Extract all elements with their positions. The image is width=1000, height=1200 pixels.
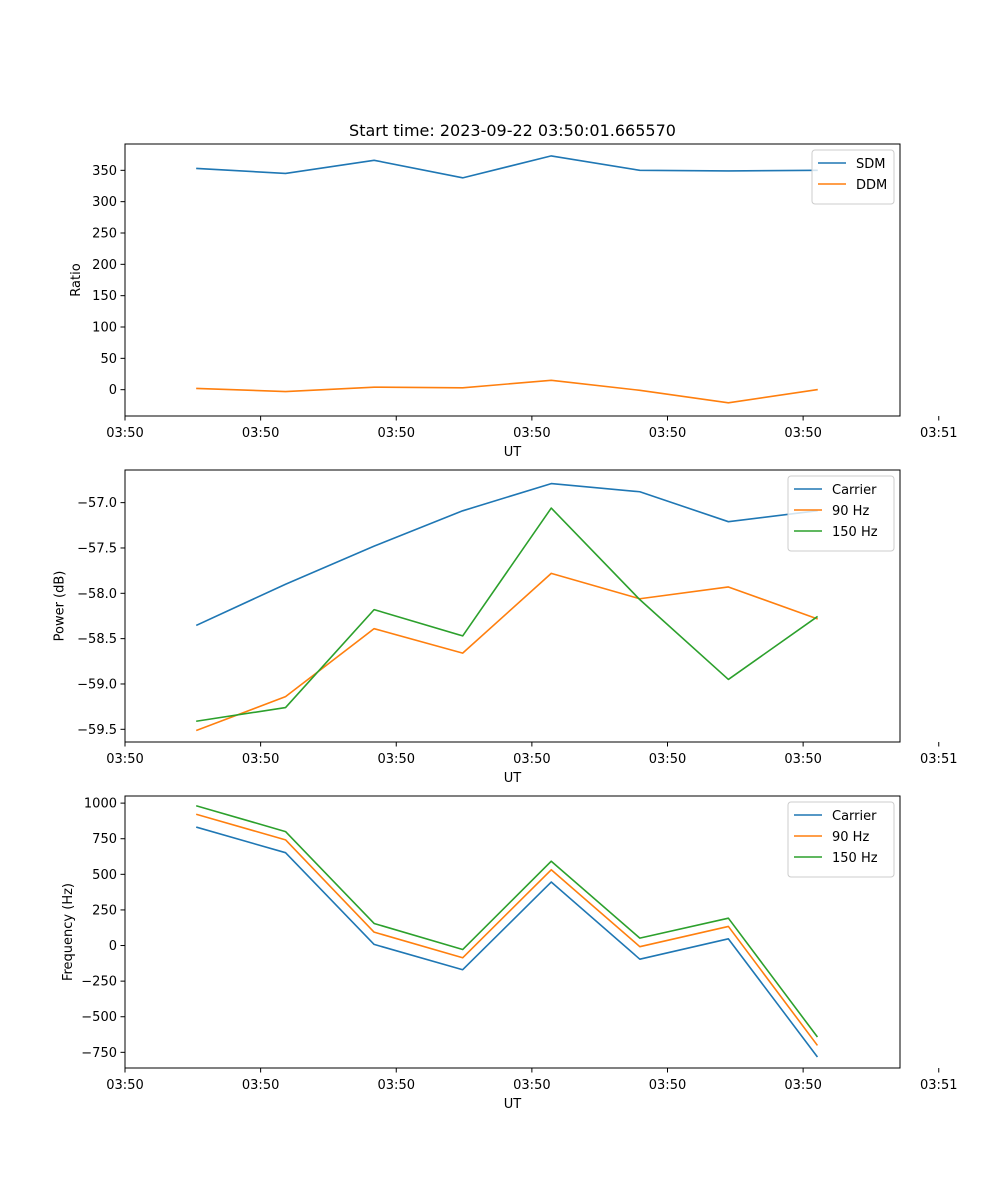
series-line-150-hz	[195, 804, 819, 1038]
subplot-1: 03:50 03:50 03:50 03:50 03:50 03:50 03:51 UT 0 50…	[69, 143, 957, 460]
y-tick-label: −59.0	[77, 677, 117, 692]
x-tick-label: 03:50	[784, 1078, 821, 1093]
legend-label: SDM	[856, 157, 885, 172]
series-line-ddm	[196, 379, 818, 404]
x-axis: 03:50 03:50 03:50 03:50 03:50 03:50 03:51 UT	[106, 416, 957, 460]
series-group	[196, 155, 818, 404]
series-line-sdm	[196, 155, 818, 179]
y-tick-label: 250	[92, 903, 117, 918]
axes-frame	[124, 469, 901, 743]
y-tick-label: 500	[92, 868, 117, 883]
x-tick-label: 03:50	[378, 752, 415, 767]
y-tick-label: 350	[92, 164, 117, 179]
y-axis-label: Ratio	[69, 263, 84, 296]
y-tick-label: 100	[92, 321, 117, 336]
y-tick-label: 750	[92, 832, 117, 847]
x-tick-label: 03:50	[106, 752, 143, 767]
x-tick-label: 03:50	[513, 752, 550, 767]
x-tick-label: 03:51	[920, 752, 957, 767]
y-tick-label: −57.5	[77, 541, 117, 556]
y-tick-label: −750	[81, 1046, 117, 1061]
x-tick-label: 03:50	[106, 426, 143, 441]
x-tick-label: 03:50	[649, 752, 686, 767]
panels: 03:50 03:50 03:50 03:50 03:50 03:50 03:51 UT 0 50…	[53, 143, 957, 1112]
subplot-3: 03:50 03:50 03:50 03:50 03:50 03:50 03:51 UT −75…	[61, 795, 957, 1112]
x-tick-label: 03:50	[242, 1078, 279, 1093]
series-group	[195, 804, 819, 1058]
axes-frame	[124, 795, 901, 1069]
y-tick-label: −500	[81, 1010, 117, 1025]
x-axis-label: UT	[504, 1097, 522, 1112]
legend-label: 150 Hz	[832, 525, 878, 540]
x-tick-label: 03:50	[784, 752, 821, 767]
legend-box	[787, 801, 895, 878]
x-tick-label: 03:50	[649, 426, 686, 441]
series-group	[195, 482, 819, 732]
legend-label: 90 Hz	[832, 830, 869, 845]
axes-frame	[124, 143, 901, 417]
y-tick-label: −59.5	[77, 723, 117, 738]
y-axis: −750 −500 −250 0 250 500 750 1000 Frequency (Hz)	[61, 797, 125, 1061]
y-tick-label: 0	[109, 939, 117, 954]
y-tick-label: −58.5	[77, 632, 117, 647]
subplot-2: 03:50 03:50 03:50 03:50 03:50 03:50 03:51 UT −59…	[53, 469, 957, 786]
series-line-90-hz	[195, 572, 818, 732]
y-tick-label: −250	[81, 975, 117, 990]
x-tick-label: 03:50	[242, 426, 279, 441]
legend-label: Carrier	[832, 483, 877, 498]
x-axis: 03:50 03:50 03:50 03:50 03:50 03:50 03:51 UT	[106, 1068, 957, 1112]
y-axis: −59.5 −59.0 −58.5 −58.0 −57.5 −57.0 Power (dB)	[53, 496, 125, 738]
legend: Carrier 90 Hz 150 Hz	[787, 475, 895, 552]
x-tick-label: 03:50	[378, 426, 415, 441]
y-tick-label: 1000	[84, 797, 117, 812]
x-axis-label: UT	[504, 445, 522, 460]
y-axis-label: Power (dB)	[53, 571, 68, 642]
y-axis-label: Frequency (Hz)	[61, 883, 76, 981]
series-line-carrier	[195, 826, 819, 1058]
legend-label: Carrier	[832, 809, 877, 824]
y-tick-label: 250	[92, 226, 117, 241]
series-line-150-hz	[196, 507, 819, 723]
legend: Carrier 90 Hz 150 Hz	[787, 801, 895, 878]
legend-label: 90 Hz	[832, 504, 869, 519]
x-tick-label: 03:50	[513, 426, 550, 441]
x-tick-label: 03:51	[920, 426, 957, 441]
x-tick-label: 03:50	[784, 426, 821, 441]
x-tick-label: 03:50	[378, 1078, 415, 1093]
x-tick-label: 03:51	[920, 1078, 957, 1093]
y-tick-label: 150	[92, 289, 117, 304]
legend: SDM DDM	[811, 149, 895, 205]
x-axis: 03:50 03:50 03:50 03:50 03:50 03:50 03:51 UT	[106, 742, 957, 786]
legend-label: 150 Hz	[832, 851, 878, 866]
series-line-90-hz	[195, 813, 819, 1046]
x-tick-label: 03:50	[649, 1078, 686, 1093]
y-axis: 0 50 100 150 200 250 300 350 Ratio	[69, 164, 125, 398]
x-tick-label: 03:50	[242, 752, 279, 767]
y-tick-label: 200	[92, 258, 117, 273]
y-tick-label: −57.0	[77, 496, 117, 511]
legend-box	[787, 475, 895, 552]
series-line-carrier	[195, 482, 818, 627]
x-axis-label: UT	[504, 771, 522, 786]
y-tick-label: 50	[100, 352, 117, 367]
y-tick-label: −58.0	[77, 587, 117, 602]
x-tick-label: 03:50	[513, 1078, 550, 1093]
figure-title: Start time: 2023-09-22 03:50:01.665570	[349, 121, 676, 140]
y-tick-label: 0	[109, 383, 117, 398]
legend-label: DDM	[856, 178, 887, 193]
x-tick-label: 03:50	[106, 1078, 143, 1093]
y-tick-label: 300	[92, 195, 117, 210]
